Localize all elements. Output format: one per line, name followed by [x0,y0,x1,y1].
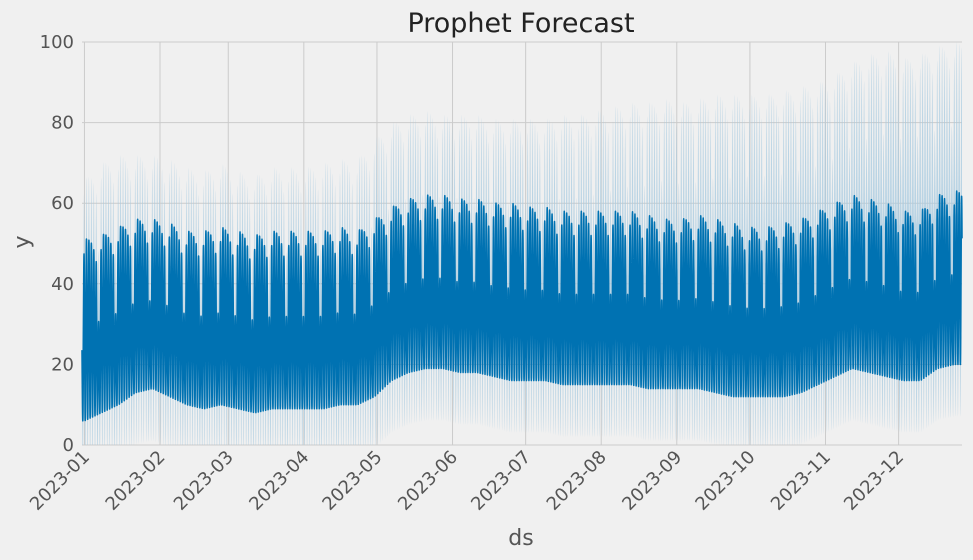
y-tick-label: 60 [51,193,74,214]
y-tick-label: 100 [40,32,74,53]
forecast-line [81,190,963,422]
y-tick-label: 80 [51,113,74,134]
y-axis-label: y [10,235,35,248]
y-tick-label: 0 [63,435,74,456]
chart-title: Prophet Forecast [407,8,634,39]
y-tick-label: 40 [51,274,74,295]
y-tick-label: 20 [51,354,74,375]
x-axis-label: ds [508,526,533,551]
forecast-series [81,190,963,422]
y-tick-labels: 0 20 40 60 80 100 [40,32,74,456]
